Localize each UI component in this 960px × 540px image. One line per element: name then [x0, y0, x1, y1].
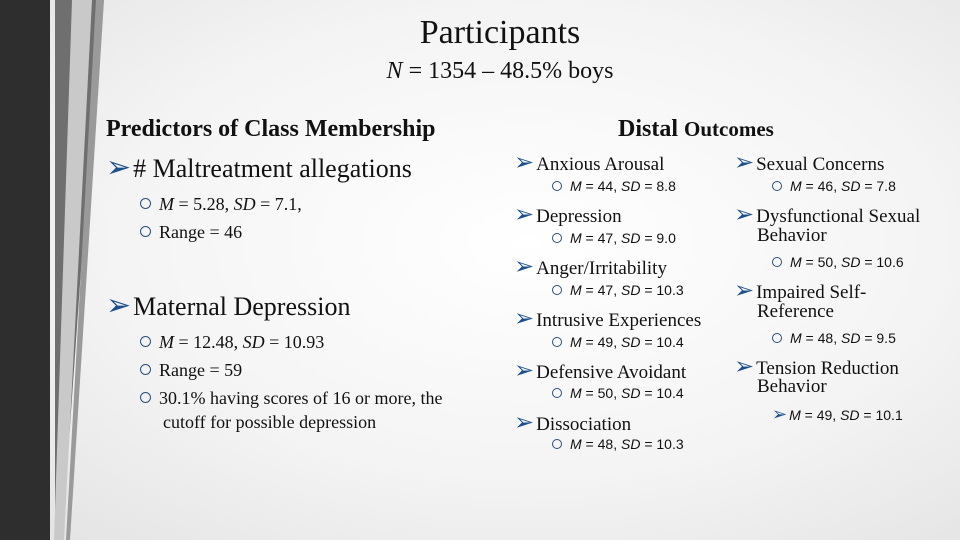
- predictor-note-line-2: cutoff for possible depression: [163, 412, 377, 432]
- outcome-stat: M = 50, SD = 10.4: [552, 385, 684, 401]
- circle-bullet-icon: [140, 364, 151, 375]
- outcome-item: ➢ Tension Reduction: [734, 352, 899, 381]
- circle-bullet-icon: [140, 336, 151, 347]
- outcome-item: ➢ Intrusive Experiences: [514, 304, 701, 333]
- n-label: N: [386, 58, 403, 84]
- arrow-bullet-icon: ➢: [514, 254, 535, 280]
- range-text: Range = 59: [159, 360, 243, 380]
- arrow-bullet-icon: ➢: [106, 289, 132, 322]
- arrow-bullet-icon: ➢: [734, 278, 755, 304]
- predictor-range-line: Range = 59: [140, 360, 242, 381]
- outcome-label: Depression: [536, 206, 622, 227]
- sd-value: = 10.93: [264, 332, 325, 352]
- circle-bullet-icon: [140, 198, 151, 209]
- predictor-label: # Maltreatment allegations: [133, 154, 412, 183]
- outcome-stat: M = 48, SD = 10.3: [552, 436, 684, 452]
- outcome-label: Impaired Self-: [756, 282, 867, 303]
- outcome-item: ➢ Anxious Arousal: [514, 148, 664, 177]
- sd-label: SD: [242, 332, 265, 352]
- outcome-item: ➢ Dysfunctional Sexual: [734, 200, 920, 229]
- outcome-stat: M = 49, SD = 10.4: [552, 334, 684, 350]
- predictor-label: Maternal Depression: [133, 292, 351, 321]
- page-title: Participants: [419, 14, 581, 51]
- circle-bullet-icon: [772, 257, 782, 267]
- circle-bullet-icon: [552, 388, 562, 398]
- outcome-item: ➢ Defensive Avoidant: [514, 356, 686, 385]
- outcome-item: ➢ Depression: [514, 200, 622, 229]
- outcome-item: ➢ Anger/Irritability: [514, 252, 667, 281]
- arrow-bullet-icon: ➢: [514, 358, 535, 384]
- circle-bullet-icon: [552, 285, 562, 295]
- circle-bullet-icon: [140, 226, 151, 237]
- outcome-stat: M = 46, SD = 7.8: [772, 178, 896, 194]
- arrow-bullet-icon: ➢: [514, 202, 535, 228]
- predictor-stat-line: M = 12.48, SD = 10.93: [140, 332, 324, 353]
- outcome-item: ➢ Impaired Self-: [734, 276, 866, 305]
- m-value: = 12.48,: [174, 332, 243, 352]
- outcome-label-2: Behavior: [757, 376, 827, 397]
- outcome-stat: ➢ M = 49, SD = 10.1: [772, 404, 903, 424]
- outcome-label: Dysfunctional Sexual: [756, 206, 921, 227]
- outcome-label: Anxious Arousal: [536, 154, 665, 175]
- outcome-label: Dissociation: [536, 414, 632, 435]
- outcome-label: Defensive Avoidant: [536, 362, 687, 383]
- sd-label: SD: [233, 194, 256, 214]
- circle-bullet-icon: [772, 333, 782, 343]
- predictor-stat-line: M = 5.28, SD = 7.1,: [140, 194, 302, 215]
- arrow-bullet-icon: ➢: [514, 410, 535, 436]
- outcome-label: Sexual Concerns: [756, 154, 885, 175]
- circle-bullet-icon: [552, 439, 562, 449]
- outcome-label: Anger/Irritability: [536, 258, 667, 279]
- m-label: M: [159, 332, 174, 352]
- predictor-maternal-depression: ➢Maternal Depression: [106, 288, 350, 323]
- circle-bullet-icon: [552, 181, 562, 191]
- outcomes-heading-a: Distal: [618, 116, 684, 142]
- circle-bullet-icon: [552, 233, 562, 243]
- outcomes-heading-b: Outcomes: [684, 117, 774, 141]
- arrow-bullet-icon: ➢: [514, 306, 535, 332]
- outcome-stat: M = 44, SD = 8.8: [552, 178, 676, 194]
- circle-bullet-icon: [140, 392, 151, 403]
- range-text: Range = 46: [159, 222, 243, 242]
- outcome-label-2: Reference: [757, 301, 834, 322]
- page-subtitle: N = 1354 – 48.5% boys: [0, 58, 960, 85]
- outcome-item: ➢ Dissociation: [514, 408, 631, 437]
- n-value: = 1354 – 48.5% boys: [402, 58, 614, 84]
- arrow-bullet-icon: ➢: [734, 150, 755, 176]
- circle-bullet-icon: [772, 181, 782, 191]
- arrow-bullet-icon: ➢: [772, 404, 788, 424]
- outcome-stat: M = 47, SD = 10.3: [552, 282, 684, 298]
- outcome-item: ➢ Sexual Concerns: [734, 148, 884, 177]
- predictor-range-line: Range = 46: [140, 222, 242, 243]
- m-label: M: [159, 194, 174, 214]
- predictor-maltreatment: ➢# Maltreatment allegations: [106, 150, 412, 185]
- outcome-label: Intrusive Experiences: [536, 310, 702, 331]
- circle-bullet-icon: [552, 337, 562, 347]
- outcome-label-2: Behavior: [757, 225, 827, 246]
- outcome-stat: M = 48, SD = 9.5: [772, 330, 896, 346]
- outcome-label: Tension Reduction: [756, 358, 899, 379]
- sd-value: = 7.1,: [255, 194, 302, 214]
- outcomes-heading: Distal Outcomes: [618, 116, 774, 143]
- m-value: = 5.28,: [174, 194, 234, 214]
- arrow-bullet-icon: ➢: [106, 151, 132, 184]
- predictor-note-line: 30.1% having scores of 16 or more, the: [140, 388, 442, 409]
- predictors-heading: Predictors of Class Membership: [106, 116, 436, 142]
- outcome-stat: M = 47, SD = 9.0: [552, 230, 676, 246]
- arrow-bullet-icon: ➢: [514, 150, 535, 176]
- arrow-bullet-icon: ➢: [734, 202, 755, 228]
- arrow-bullet-icon: ➢: [734, 354, 755, 380]
- note-text: 30.1% having scores of 16 or more, the: [159, 388, 443, 408]
- outcome-stat: M = 50, SD = 10.6: [772, 254, 904, 270]
